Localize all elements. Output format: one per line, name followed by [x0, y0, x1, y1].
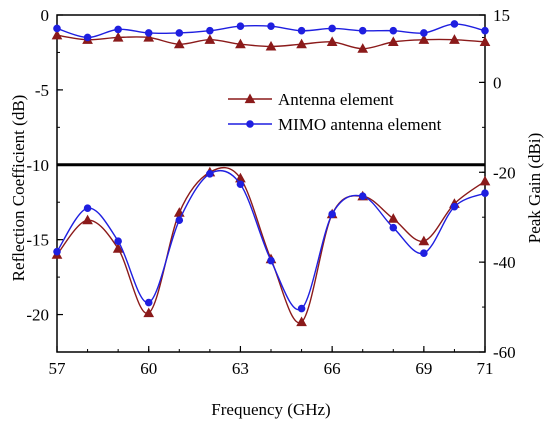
x-tick-label-3: 66 [324, 359, 341, 378]
y-right-tick-label-0: 15 [493, 6, 510, 25]
point-antenna-element-right-0 [51, 29, 63, 40]
point-mimo-antenna-element-left-12 [420, 249, 428, 257]
point-antenna-element-right-13 [449, 34, 460, 44]
point-mimo-antenna-element-right-9 [328, 24, 336, 33]
legend-marker-1 [246, 120, 254, 128]
point-mimo-antenna-element-right-1 [83, 33, 92, 42]
y-left-tick-label-0: 0 [41, 6, 50, 25]
plot-frame [56, 14, 486, 353]
y-right-tick-label-3: -40 [493, 253, 516, 272]
x-tick-label-0: 57 [49, 359, 67, 378]
point-mimo-antenna-element-right-2 [114, 25, 122, 34]
series-layer [51, 20, 491, 327]
x-tick-label-5: 71 [477, 359, 494, 378]
point-mimo-antenna-element-left-9 [328, 210, 336, 219]
point-mimo-antenna-element-left-14 [481, 189, 489, 198]
x-tick-label-4: 69 [415, 359, 432, 378]
point-mimo-antenna-element-right-3 [144, 29, 153, 37]
axes-layer: 57 60 63 66 69 71 0 -5 -10 -15 -20 15 0 -20 -40 -60 [26, 6, 515, 378]
point-mimo-antenna-element-right-4 [175, 29, 184, 37]
point-mimo-antenna-element-left-2 [114, 237, 122, 245]
legend-marker-0 [244, 93, 256, 104]
point-mimo-antenna-element-right-7 [267, 22, 275, 31]
x-axis-title: Frequency (GHz) [211, 400, 330, 419]
point-antenna-element-left-8 [296, 316, 307, 327]
point-mimo-antenna-element-right-14 [481, 26, 489, 35]
point-mimo-antenna-element-right-8 [297, 26, 306, 35]
point-antenna-element-left-1 [82, 214, 93, 225]
point-antenna-element-right-11 [387, 36, 399, 47]
point-mimo-antenna-element-left-7 [267, 256, 275, 265]
point-antenna-element-right-7 [265, 40, 277, 51]
labels-layer: Frequency (GHz) Reflection Coefficient (… [9, 95, 544, 419]
point-mimo-antenna-element-right-12 [420, 29, 428, 37]
point-antenna-element-right-2 [112, 31, 124, 42]
point-mimo-antenna-element-right-6 [236, 22, 245, 31]
point-mimo-antenna-element-left-1 [83, 204, 92, 213]
y-axis-title-left: Reflection Coefficient (dB) [9, 95, 28, 282]
point-mimo-antenna-element-right-5 [206, 26, 214, 35]
point-antenna-element-left-11 [387, 213, 399, 223]
legend-label-0: Antenna element [278, 90, 394, 109]
point-mimo-antenna-element-left-3 [144, 298, 153, 307]
y-left-tick-label-3: -15 [26, 231, 49, 250]
point-mimo-antenna-element-left-6 [236, 180, 245, 189]
point-antenna-element-right-6 [235, 38, 246, 49]
point-mimo-antenna-element-left-11 [389, 223, 398, 232]
point-mimo-antenna-element-left-5 [206, 169, 214, 178]
y-left-tick-label-1: -5 [35, 81, 49, 100]
point-mimo-antenna-element-left-0 [53, 247, 61, 256]
point-antenna-element-right-3 [143, 31, 155, 42]
point-antenna-element-right-4 [173, 38, 185, 49]
point-mimo-antenna-element-right-0 [53, 24, 61, 33]
y-left-tick-label-4: -20 [26, 306, 49, 325]
point-antenna-element-left-14 [479, 175, 491, 186]
y-axis-title-right: Peak Gain (dBi) [525, 133, 544, 243]
point-mimo-antenna-element-right-10 [358, 26, 367, 35]
x-tick-label-1: 60 [140, 359, 157, 378]
point-antenna-element-right-5 [204, 34, 216, 44]
point-antenna-element-left-3 [143, 307, 155, 318]
point-mimo-antenna-element-left-4 [175, 216, 184, 224]
point-antenna-element-right-14 [479, 36, 491, 47]
point-antenna-element-right-9 [326, 36, 338, 47]
point-antenna-element-left-2 [112, 243, 124, 253]
x-tick-label-2: 63 [232, 359, 249, 378]
y-right-tick-label-4: -60 [493, 343, 516, 362]
legend: Antenna element MIMO antenna element [228, 90, 442, 134]
y-left-tick-label-2: -10 [26, 156, 49, 175]
point-mimo-antenna-element-left-13 [450, 202, 459, 211]
legend-label-1: MIMO antenna element [278, 115, 442, 134]
point-mimo-antenna-element-right-13 [450, 20, 459, 28]
y-right-tick-label-2: -20 [493, 163, 516, 182]
point-mimo-antenna-element-right-11 [389, 26, 398, 35]
point-mimo-antenna-element-left-10 [358, 192, 367, 201]
point-antenna-element-right-12 [418, 34, 430, 44]
point-antenna-element-right-10 [357, 43, 369, 53]
point-antenna-element-left-12 [418, 235, 430, 246]
point-antenna-element-right-8 [296, 38, 307, 49]
y-right-tick-label-1: 0 [493, 73, 502, 92]
point-mimo-antenna-element-left-8 [297, 304, 306, 313]
